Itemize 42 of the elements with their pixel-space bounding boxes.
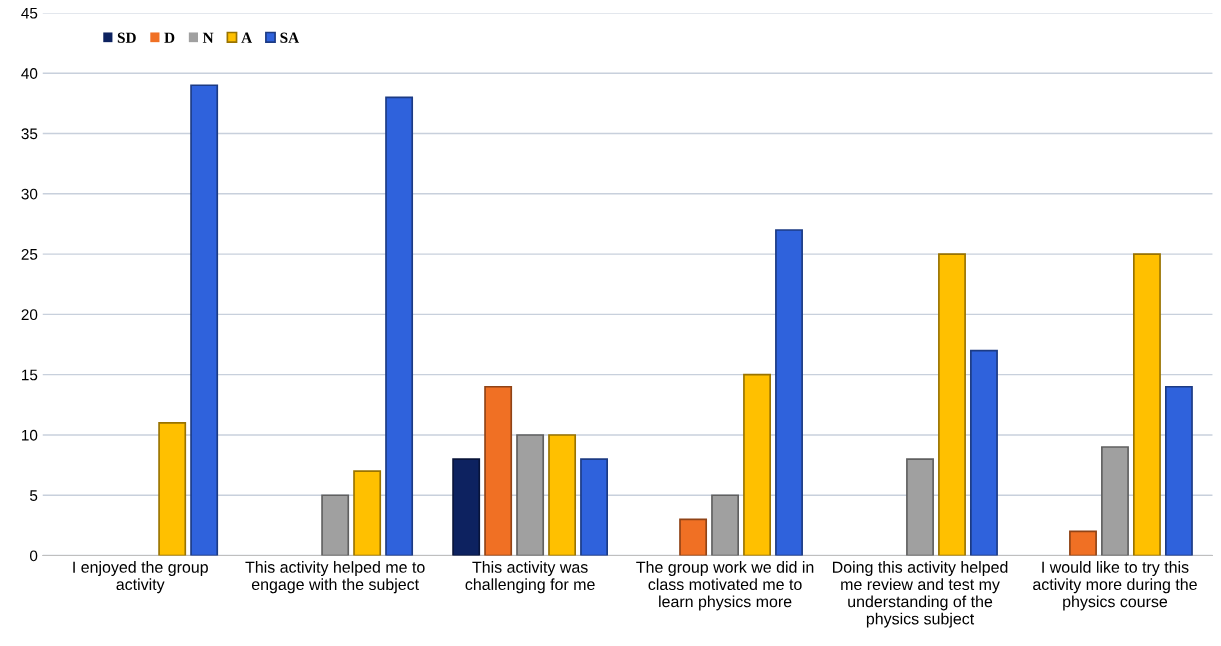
x-tick-label: This activity was challenging for me [465, 561, 595, 594]
legend-label: SA [280, 32, 300, 43]
bar [548, 434, 577, 556]
y-tick-label: 10 [22, 429, 38, 441]
y-tick-label: 5 [29, 490, 38, 501]
bar [484, 385, 513, 556]
bar [353, 470, 382, 556]
bar [1101, 446, 1129, 556]
legend-label: SD [117, 32, 136, 43]
legend-label: D [164, 32, 175, 43]
bar [452, 458, 481, 556]
bar [970, 349, 998, 556]
y-tick-label: 15 [22, 369, 38, 381]
bar [1069, 530, 1097, 556]
bar [1164, 385, 1193, 556]
x-tick-label: I enjoyed the group activity [73, 561, 208, 594]
x-tick-label: Doing this activity helped me review and test my understanding of the physics subject [833, 561, 1008, 628]
x-tick-label: This activity helped me to engage with the subject [245, 561, 425, 594]
y-tick-label: 20 [21, 309, 38, 321]
bar [743, 373, 771, 556]
bar [1133, 253, 1161, 556]
y-tick-label: 25 [21, 248, 38, 260]
y-tick-label: 35 [21, 128, 38, 140]
legend-label: A [241, 32, 253, 43]
bar [516, 434, 545, 556]
bar [679, 518, 708, 556]
y-tick-label: 30 [21, 188, 38, 200]
bar [321, 494, 350, 556]
bar [190, 84, 219, 556]
x-tick-label: I would like to try this activity more during the physics course [1033, 561, 1197, 611]
bar [775, 229, 803, 556]
y-tick-label: 45 [21, 7, 38, 19]
bar [158, 422, 187, 556]
bar [385, 96, 414, 556]
bar [938, 253, 966, 556]
bar [711, 494, 740, 556]
legend-label: N [202, 32, 214, 43]
x-tick-label: The group work we did in class motivated me to learn physics more [636, 561, 814, 611]
bar [906, 458, 934, 556]
bar [580, 458, 609, 556]
y-tick-label: 40 [21, 68, 38, 79]
y-tick-label: 0 [29, 550, 38, 562]
